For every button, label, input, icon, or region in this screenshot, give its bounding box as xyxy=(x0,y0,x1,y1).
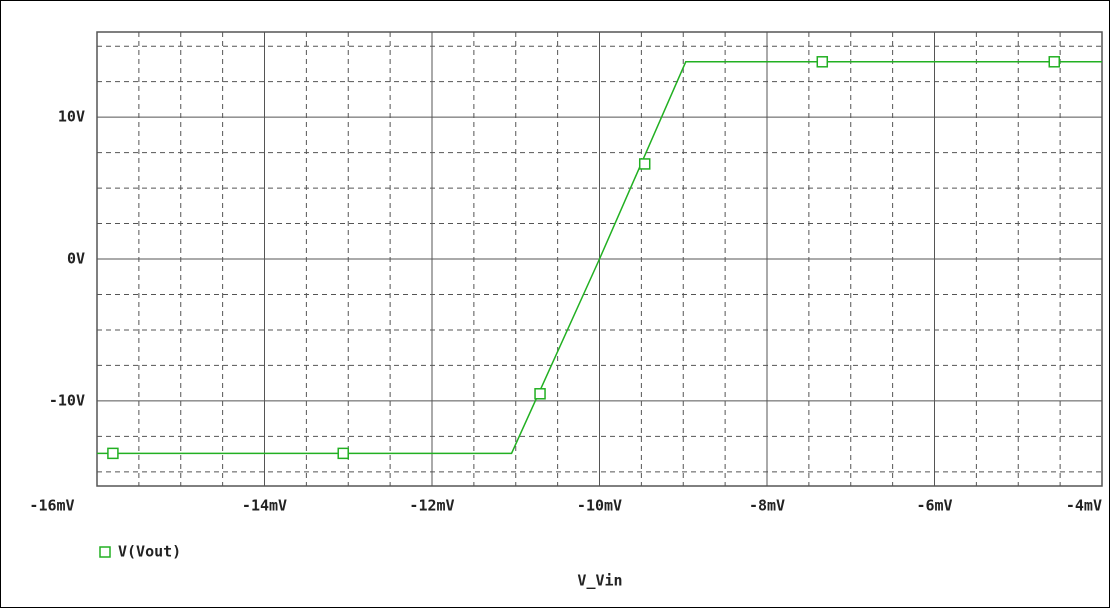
x-tick-label: -6mV xyxy=(916,497,952,515)
x-axis-label: V_Vin xyxy=(577,572,622,590)
y-tick-label: 0V xyxy=(67,250,85,268)
marker xyxy=(337,447,349,460)
x-tick-label: -10mV xyxy=(577,497,622,515)
x-tick-label: -12mV xyxy=(409,497,454,515)
y-tick-label: 10V xyxy=(58,108,85,126)
marker xyxy=(107,447,119,460)
y-tick-label: -10V xyxy=(49,391,85,409)
x-tick-label: -14mV xyxy=(242,497,287,515)
x-tick-label: -4mV xyxy=(1066,497,1102,515)
plot-frame xyxy=(96,31,1103,487)
legend-label: V(Vout) xyxy=(118,543,181,561)
marker xyxy=(638,158,651,170)
marker xyxy=(1048,56,1061,68)
x-tick-label: -8mV xyxy=(749,497,785,515)
legend-marker xyxy=(99,546,111,558)
marker xyxy=(816,56,829,68)
x-tick-label: -16mV xyxy=(29,497,74,515)
marker xyxy=(534,388,546,400)
